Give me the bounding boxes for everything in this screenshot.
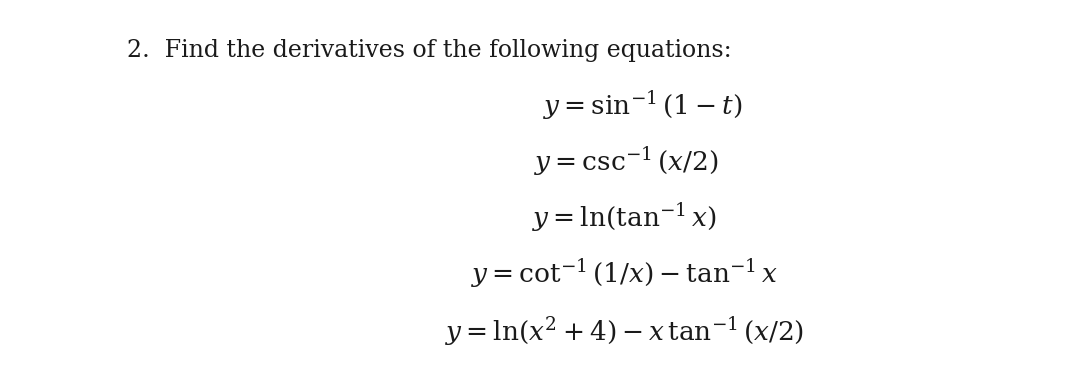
Text: $y = \cot^{-1}(1/x) - \tan^{-1} x$: $y = \cot^{-1}(1/x) - \tan^{-1} x$ <box>471 257 778 290</box>
Text: 2.  Find the derivatives of the following equations:: 2. Find the derivatives of the following… <box>127 39 732 62</box>
Text: $y = \ln(x^2 + 4) - x\,\tan^{-1}(x/2)$: $y = \ln(x^2 + 4) - x\,\tan^{-1}(x/2)$ <box>445 315 804 348</box>
Text: $y = \csc^{-1}(x/2)$: $y = \csc^{-1}(x/2)$ <box>535 145 718 178</box>
Text: $y = \sin^{-1}(1 - t)$: $y = \sin^{-1}(1 - t)$ <box>543 90 742 122</box>
Text: $y = \ln(\tan^{-1} x)$: $y = \ln(\tan^{-1} x)$ <box>532 201 716 234</box>
